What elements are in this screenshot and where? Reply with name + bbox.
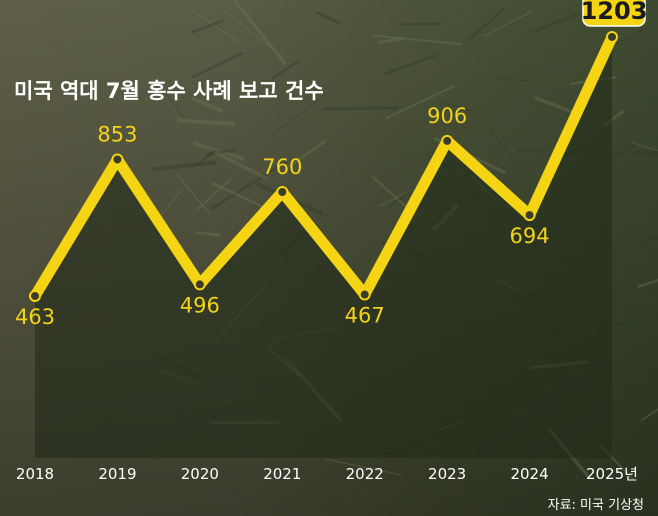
foliage-stroke [316,11,342,25]
x-tick-label: 2023 [428,465,466,483]
foliage-stroke [533,12,581,33]
data-point [358,288,371,301]
value-label: 467 [345,304,385,328]
foliage-stroke [377,37,404,44]
x-tick-label: 2025년 [586,465,638,483]
value-label: 496 [180,293,220,317]
foliage-stroke [195,178,232,212]
foliage-stroke [190,9,240,43]
data-point [29,289,41,302]
foliage-stroke [378,188,414,208]
value-label-highlight: 1203 [581,0,648,27]
value-label: 906 [427,104,467,128]
x-tick-label: 2019 [98,465,136,483]
foliage-stroke [639,364,658,377]
data-point [523,209,536,222]
foliage-stroke [158,85,186,119]
foliage-stroke [191,96,223,113]
foliage-stroke [176,118,236,126]
data-point [193,278,206,291]
value-label: 760 [262,155,302,179]
foliage-stroke [214,151,268,180]
value-label: 694 [510,224,550,248]
foliage-stroke [193,141,245,161]
foliage-stroke [534,96,580,116]
data-point [111,153,124,166]
data-point [276,186,289,198]
foliage-stroke [266,92,328,140]
source-note: 자료: 미국 기상청 [548,498,644,513]
value-label: 463 [15,305,55,329]
foliage-stroke [288,139,327,168]
foliage-stroke [194,149,218,167]
foliage-stroke [635,236,658,244]
chart-title: 미국 역대 7월 홍수 사례 보고 건수 [14,79,324,103]
foliage-stroke [372,34,463,46]
x-tick-label: 2022 [346,465,384,483]
foliage-stroke [631,142,658,152]
foliage-stroke [210,161,287,211]
value-label: 853 [97,122,137,146]
x-tick-label: 2018 [16,465,54,483]
foliage-stroke [490,131,513,158]
foliage-stroke [606,25,651,50]
foliage-stroke [195,230,221,237]
foliage-stroke [323,106,398,111]
foliage-stroke [608,315,658,327]
data-point [441,134,454,147]
foliage-stroke [190,19,225,34]
foliage-stroke [438,100,499,120]
foliage-stroke [493,78,529,82]
x-tick-label: 2021 [263,465,301,483]
x-tick-label: 2020 [181,465,219,483]
foliage-stroke [399,22,442,26]
foliage-stroke [233,0,287,65]
foliage-stroke [205,148,236,156]
x-tick-label: 2024 [510,465,548,483]
foliage-stroke [217,5,276,52]
foliage-stroke [151,160,217,172]
foliage-stroke [640,408,658,421]
foliage-stroke [175,172,211,215]
data-point [606,30,618,43]
foliage-stroke [465,8,505,42]
value-label-box [582,0,646,27]
foliage-stroke [271,59,300,80]
foliage-stroke [325,458,403,476]
foliage-stroke [637,278,658,288]
foliage-stroke [383,54,438,75]
series-line [29,31,618,302]
foliage-stroke [483,10,534,37]
foliage-stroke [385,85,455,120]
foliage-stroke [191,52,244,78]
value-label: 1203 [581,0,648,25]
